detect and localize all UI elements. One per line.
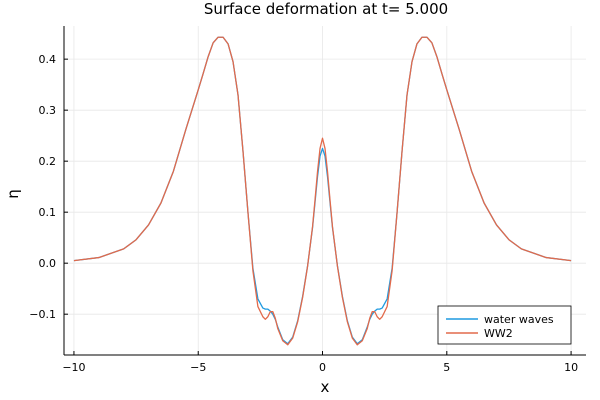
axes bbox=[63, 26, 586, 356]
x-tick-label: 10 bbox=[564, 361, 578, 374]
y-tick-label: −0.1 bbox=[29, 308, 56, 321]
y-tick-label: 0.1 bbox=[39, 206, 57, 219]
y-tick-label: 0.2 bbox=[39, 155, 57, 168]
x-axis-label: x bbox=[321, 378, 330, 396]
y-tick-label: 0.3 bbox=[39, 104, 57, 117]
legend-label-ww2: WW2 bbox=[484, 327, 513, 340]
chart-title: Surface deformation at t= 5.000 bbox=[204, 0, 448, 18]
y-axis-label: η bbox=[4, 189, 22, 199]
legend: water waves WW2 bbox=[437, 305, 572, 345]
legend-box bbox=[437, 305, 572, 345]
tick-labels: −10 −5 0 5 10 −0.1 0.0 0.1 0.2 0.3 0.4 bbox=[29, 53, 578, 374]
y-tick-label: 0.4 bbox=[39, 53, 57, 66]
x-tick-label: −10 bbox=[62, 361, 85, 374]
series-lines bbox=[73, 36, 572, 346]
legend-label-water-waves: water waves bbox=[484, 313, 554, 326]
x-tick-label: −5 bbox=[190, 361, 206, 374]
series-line-ww2 bbox=[73, 36, 572, 346]
y-tick-label: 0.0 bbox=[39, 257, 57, 270]
x-tick-label: 0 bbox=[319, 361, 326, 374]
x-tick-label: 5 bbox=[443, 361, 450, 374]
